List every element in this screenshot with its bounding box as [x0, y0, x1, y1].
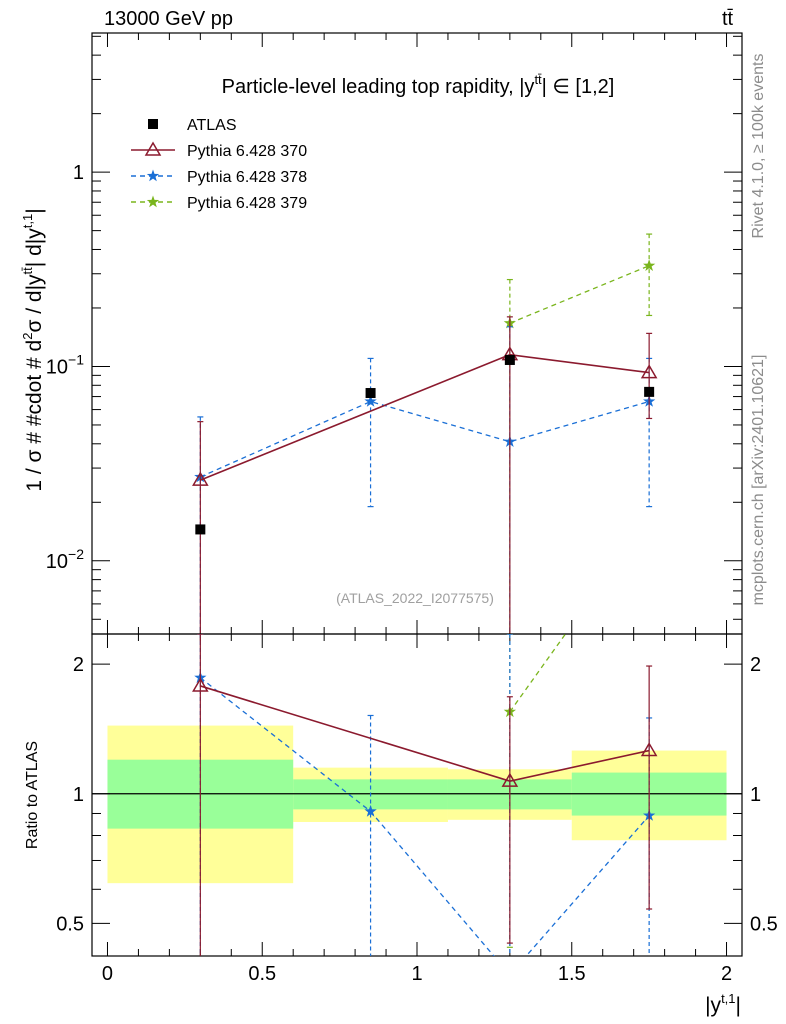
- legend-item-pythia-379[interactable]: Pythia 6.428 379: [131, 195, 307, 212]
- main-panel: Particle-level leading top rapidity, |yt…: [20, 32, 743, 635]
- ratio-pythia-379-marker: [643, 510, 655, 522]
- y-tick-label-right: 0.5: [750, 913, 778, 935]
- legend[interactable]: ATLAS Pythia 6.428 370 Pythia 6.428 378 Pyt…: [131, 117, 307, 212]
- main-y-label: 1 / σ # #cdot # d2σ / d|ytt̄| d|yt,1|: [20, 208, 46, 491]
- ratio-pythia-370-marker: [501, 772, 519, 787]
- pythia-378-marker: [364, 395, 377, 407]
- rivet-label: Rivet 4.1.0, ≥ 100k events: [750, 54, 767, 239]
- atlas-marker: [504, 354, 515, 365]
- main-data: [192, 233, 658, 634]
- ratio-pythia-370-marker: [192, 677, 209, 692]
- legend-label: Pythia 6.428 379: [187, 195, 307, 212]
- legend-label: ATLAS: [187, 117, 237, 134]
- ratio-pythia-378-marker: [364, 804, 377, 817]
- pythia-378-line: [200, 400, 650, 478]
- ratio-pythia-378-line: [199, 677, 650, 956]
- x-tick-label: 2: [721, 963, 732, 985]
- y-tick-label: 1: [73, 162, 84, 184]
- x-axis-label: |yt,1|: [705, 991, 741, 1017]
- x-tick-label: 0: [102, 963, 113, 985]
- process-label: tt̄: [722, 8, 734, 30]
- ratio-y-label: Ratio to ATLAS: [24, 741, 41, 849]
- main-title: Particle-level leading top rapidity, |yt…: [222, 72, 615, 98]
- y-tick-label-right: 1: [750, 784, 761, 806]
- ratio-axis-ticks: 0 0.5 1 1.5 2 0.5 0.5 1 1 2 2: [56, 634, 778, 985]
- ratio-data: [92, 510, 742, 980]
- ratio-pythia-379-line: [509, 634, 567, 713]
- pythia-379-marker: [643, 259, 656, 271]
- legend-item-pythia-370[interactable]: Pythia 6.428 370: [131, 141, 307, 160]
- analysis-watermark: (ATLAS_2022_I2077575): [336, 590, 494, 606]
- legend-marker: [148, 119, 158, 129]
- legend-label: Pythia 6.428 378: [187, 169, 307, 186]
- legend-marker: [146, 169, 160, 182]
- y-tick-label: 10−2: [46, 546, 84, 573]
- y-tick-label-right: 2: [750, 654, 761, 676]
- y-tick-label: 2: [73, 654, 84, 676]
- ratio-pythia-378-marker: [504, 968, 516, 980]
- legend-label: Pythia 6.428 370: [187, 143, 307, 160]
- atlas-marker: [644, 386, 655, 397]
- mcplots-label: mcplots.cern.ch [arXiv:2401.10621]: [750, 355, 767, 606]
- pythia-370-marker: [192, 471, 209, 486]
- pythia-370-line: [200, 353, 650, 481]
- energy-label: 13000 GeV pp: [104, 8, 233, 30]
- y-tick-label: 1: [73, 784, 84, 806]
- legend-marker: [146, 195, 160, 208]
- ratio-pythia-370-marker: [640, 742, 658, 757]
- pythia-379-line: [509, 265, 650, 324]
- x-tick-label: 1.5: [558, 963, 586, 985]
- x-tick-label: 1: [411, 963, 422, 985]
- legend-item-atlas[interactable]: ATLAS: [148, 117, 237, 134]
- pythia-370-marker: [640, 364, 658, 379]
- atlas-marker: [365, 388, 376, 399]
- y-tick-label: 10−1: [46, 351, 84, 378]
- main-axis-ticks: 10−2 10−1 1: [46, 33, 742, 634]
- x-tick-label: 0.5: [248, 963, 276, 985]
- y-tick-label: 0.5: [56, 913, 84, 935]
- legend-item-pythia-378[interactable]: Pythia 6.428 378: [131, 169, 307, 186]
- atlas-marker: [195, 524, 206, 535]
- legend-marker: [144, 141, 162, 156]
- ratio-panel: Ratio to ATLAS |yt,1| 0 0.5 1 1.5 2 0.5 0.5 1 1 2…: [24, 510, 778, 1017]
